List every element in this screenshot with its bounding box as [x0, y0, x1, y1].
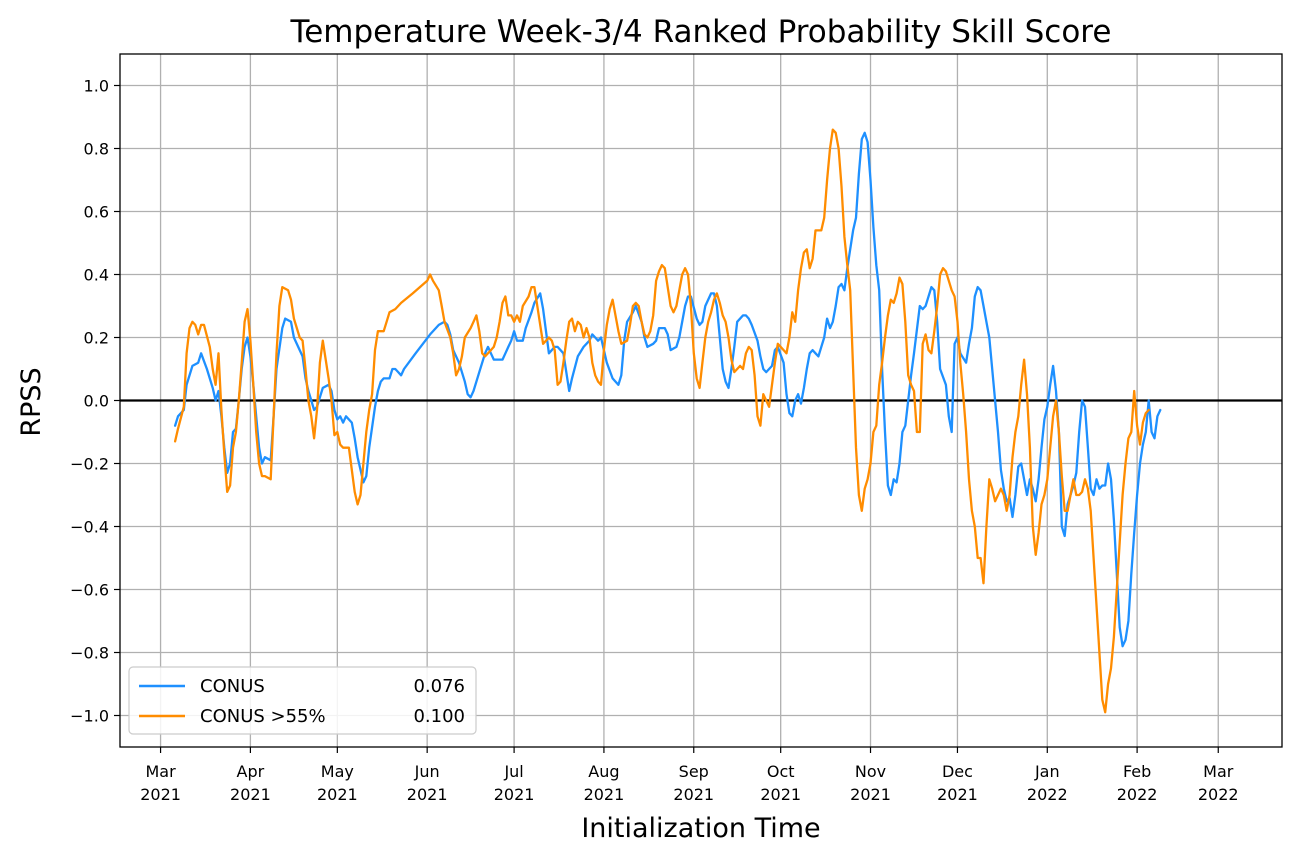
- x-tick-label-month: Sep: [679, 762, 709, 781]
- legend-label-conus: CONUS: [200, 676, 265, 697]
- x-tick-label-year: 2021: [673, 785, 714, 804]
- legend-value-conus: 0.076: [413, 676, 465, 697]
- y-tick-label: 0.0: [84, 392, 109, 411]
- legend: CONUS 0.076 CONUS >55% 0.100: [128, 666, 477, 735]
- x-tick-label-year: 2021: [407, 785, 448, 804]
- x-tick-label-year: 2021: [494, 785, 535, 804]
- x-tick-label-month: Feb: [1123, 762, 1151, 781]
- x-tick-label-year: 2021: [937, 785, 978, 804]
- x-tick-label-year: 2021: [584, 785, 625, 804]
- y-tick-label: 0.6: [84, 203, 109, 222]
- legend-box: [128, 666, 477, 735]
- series-lines: [173, 128, 1162, 714]
- x-tick-label-year: 2022: [1027, 785, 1068, 804]
- y-tick-label: 0.4: [84, 266, 109, 285]
- x-tick-label-year: 2021: [140, 785, 181, 804]
- y-axis-label: RPSS: [16, 367, 47, 436]
- x-tick-label-year: 2021: [317, 785, 358, 804]
- legend-label-conus-55: CONUS >55%: [200, 706, 326, 727]
- x-tick-label-year: 2021: [850, 785, 891, 804]
- y-tick-label: −0.4: [70, 518, 109, 537]
- x-tick-label-month: Nov: [855, 762, 886, 781]
- x-tick-label-year: 2021: [760, 785, 801, 804]
- series-line-conus: [173, 131, 1162, 648]
- chart-title: Temperature Week-3/4 Ranked Probability …: [290, 14, 1112, 50]
- y-tick-label: −0.8: [70, 644, 109, 663]
- y-tick-label: 0.2: [84, 329, 109, 348]
- x-axis-label: Initialization Time: [581, 813, 820, 844]
- x-tick-label-month: Apr: [237, 762, 265, 781]
- x-tick-label-month: Jul: [503, 762, 523, 781]
- x-tick-label-month: Jun: [414, 762, 440, 781]
- x-tick-label-month: Aug: [588, 762, 619, 781]
- x-axis-ticks: Mar 2021 Apr 2021 May 2021 Jun 2021 Jul 2021 Aug 20…: [140, 747, 1239, 804]
- y-axis-ticks: 1.0 0.8 0.6 0.4 0.2 0.0 −0.2 −0.4 −0.6 −0.8 −1.0: [70, 77, 120, 726]
- x-tick-label-month: Oct: [767, 762, 795, 781]
- y-tick-label: −1.0: [70, 707, 109, 726]
- x-tick-label-month: Mar: [1203, 762, 1234, 781]
- y-tick-label: 1.0: [84, 77, 109, 96]
- x-tick-label-month: Jan: [1034, 762, 1060, 781]
- x-tick-label-month: May: [321, 762, 354, 781]
- x-tick-label-year: 2022: [1117, 785, 1158, 804]
- x-tick-label-year: 2022: [1198, 785, 1239, 804]
- y-tick-label: 0.8: [84, 140, 109, 159]
- series-line-conus-55: [173, 128, 1150, 714]
- y-tick-label: −0.2: [70, 455, 109, 474]
- x-tick-label-month: Mar: [145, 762, 176, 781]
- x-tick-label-year: 2021: [230, 785, 271, 804]
- x-tick-label-month: Dec: [942, 762, 973, 781]
- legend-value-conus-55: 0.100: [413, 706, 465, 727]
- y-tick-label: −0.6: [70, 581, 109, 600]
